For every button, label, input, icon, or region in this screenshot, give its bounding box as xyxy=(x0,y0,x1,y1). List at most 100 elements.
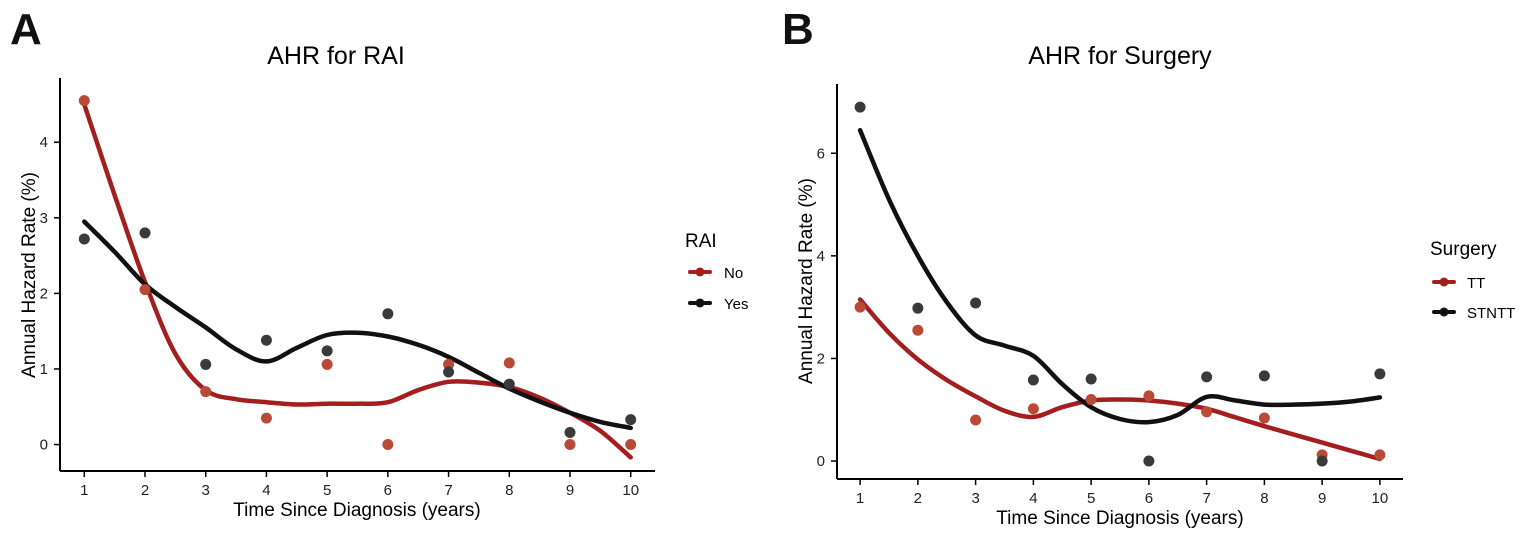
data-point-tt xyxy=(1085,393,1097,405)
data-point-yes xyxy=(260,334,272,346)
data-points-a xyxy=(78,95,637,451)
data-point-stntt xyxy=(1143,455,1155,467)
y-ticks-a: 0 1 2 3 4 xyxy=(40,134,60,454)
smooth-line-yes xyxy=(82,219,633,431)
y-tick-label: 4 xyxy=(817,248,825,265)
y-axis-title-a: Annual Hazard Rate (%) xyxy=(19,172,40,378)
data-point-yes xyxy=(443,366,455,378)
y-axis-title-b: Annual Hazard Rate (%) xyxy=(796,178,817,384)
data-point-tt xyxy=(970,414,982,426)
data-point-no xyxy=(139,284,151,296)
smooth-line-tt xyxy=(857,297,1383,462)
data-points-b xyxy=(854,101,1386,467)
data-point-tt xyxy=(1027,403,1039,415)
data-point-no xyxy=(260,412,272,424)
x-tick-label: 7 xyxy=(1202,490,1210,507)
data-point-stntt xyxy=(1201,371,1213,383)
x-tick-label: 1 xyxy=(80,482,88,499)
y-tick-label: 2 xyxy=(40,285,48,302)
y-tick-label: 4 xyxy=(40,134,48,151)
chart-title-a: AHR for RAI xyxy=(267,42,405,70)
data-point-yes xyxy=(78,233,90,245)
legend-dot-stntt xyxy=(1439,307,1449,317)
legend-label-stntt: STNTT xyxy=(1467,305,1515,322)
x-tick-label: 6 xyxy=(384,482,392,499)
x-tick-label: 2 xyxy=(141,482,149,499)
legend-title-b: Surgery xyxy=(1430,239,1497,260)
data-point-yes xyxy=(139,227,151,239)
data-point-no xyxy=(443,358,455,370)
y-tick-label: 0 xyxy=(817,453,825,470)
data-point-no xyxy=(382,439,394,451)
smooth-curves-a xyxy=(82,102,633,460)
x-tick-label: 9 xyxy=(566,482,574,499)
x-tick-label: 1 xyxy=(856,490,864,507)
y-tick-label: 3 xyxy=(40,210,48,227)
data-point-no xyxy=(625,439,637,451)
x-axis-title-b: Time Since Diagnosis (years) xyxy=(996,508,1243,529)
legend-title-a: RAI xyxy=(685,231,717,252)
data-point-stntt xyxy=(1085,373,1097,385)
data-point-tt xyxy=(1201,406,1213,418)
data-point-no xyxy=(503,357,515,369)
x-tick-label: 9 xyxy=(1318,490,1326,507)
x-ticks-a: 1 2 3 4 5 6 7 8 9 10 xyxy=(80,471,639,499)
x-tick-label: 6 xyxy=(1145,490,1153,507)
data-point-tt xyxy=(1258,412,1270,424)
data-point-stntt xyxy=(854,101,866,113)
x-axis-title-a: Time Since Diagnosis (years) xyxy=(233,500,480,521)
y-tick-label: 6 xyxy=(817,145,825,162)
x-tick-label: 4 xyxy=(262,482,270,499)
x-tick-label: 8 xyxy=(505,482,513,499)
x-tick-label: 2 xyxy=(914,490,922,507)
data-point-stntt xyxy=(1374,368,1386,380)
y-tick-label: 2 xyxy=(817,350,825,367)
smooth-curves-b xyxy=(857,127,1383,462)
panel-b: B AHR for Surgery Annual Hazard Rate (%)… xyxy=(782,5,1515,529)
legend-dot-yes xyxy=(695,298,705,308)
data-point-yes xyxy=(564,426,576,438)
data-point-stntt xyxy=(1027,374,1039,386)
panel-letter-a: A xyxy=(10,5,42,54)
legend-a: RAI No Yes xyxy=(685,231,748,313)
legend-label-yes: Yes xyxy=(724,296,748,313)
panel-letter-b: B xyxy=(782,5,814,54)
data-point-tt xyxy=(912,324,924,336)
data-point-stntt xyxy=(912,302,924,314)
data-point-stntt xyxy=(1316,455,1328,467)
x-tick-label: 3 xyxy=(202,482,210,499)
chart-title-b: AHR for Surgery xyxy=(1028,42,1212,70)
x-tick-label: 3 xyxy=(971,490,979,507)
legend-label-tt: TT xyxy=(1467,275,1485,292)
data-point-tt xyxy=(1374,449,1386,461)
data-point-stntt xyxy=(1258,370,1270,382)
data-point-yes xyxy=(321,345,333,357)
y-tick-label: 1 xyxy=(40,361,48,378)
x-tick-label: 5 xyxy=(323,482,331,499)
data-point-tt xyxy=(1143,390,1155,402)
data-point-no xyxy=(321,358,333,370)
data-point-tt xyxy=(854,301,866,313)
x-tick-label: 7 xyxy=(444,482,452,499)
x-ticks-b: 1 2 3 4 5 6 7 8 9 10 xyxy=(856,479,1388,507)
data-point-no xyxy=(200,386,212,398)
y-ticks-b: 0 2 4 6 xyxy=(817,145,837,470)
panel-a: A AHR for RAI Annual Hazard Rate (%) Tim… xyxy=(10,5,748,521)
data-point-no xyxy=(78,95,90,107)
data-point-yes xyxy=(625,414,637,426)
legend-dot-no xyxy=(695,267,705,277)
y-tick-label: 0 xyxy=(40,437,48,454)
x-tick-label: 4 xyxy=(1029,490,1037,507)
legend-label-no: No xyxy=(724,265,743,282)
x-tick-label: 5 xyxy=(1087,490,1095,507)
data-point-stntt xyxy=(970,297,982,309)
x-tick-label: 10 xyxy=(622,482,639,499)
legend-dot-tt xyxy=(1439,277,1449,287)
legend-b: Surgery TT STNTT xyxy=(1430,239,1515,322)
x-tick-label: 10 xyxy=(1372,490,1389,507)
data-point-yes xyxy=(382,308,394,320)
x-tick-label: 8 xyxy=(1260,490,1268,507)
smooth-line-no xyxy=(82,102,633,460)
data-point-yes xyxy=(503,378,515,390)
